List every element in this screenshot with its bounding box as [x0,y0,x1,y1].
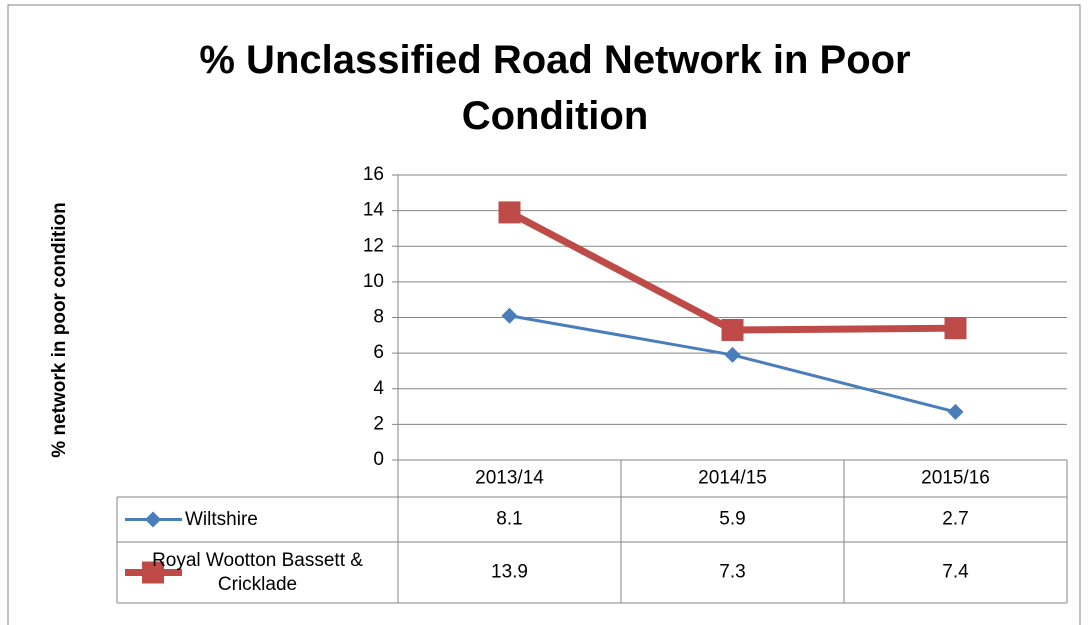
y-tick-label: 0 [373,449,384,470]
marker [724,346,741,363]
data-label: 5.9 [719,509,745,530]
x-tick-label: 2014/15 [698,468,767,489]
data-label: 2.7 [942,509,968,530]
y-tick-label: 14 [363,200,385,221]
data-label: 7.3 [719,562,745,583]
marker [498,201,521,224]
marker [501,307,518,324]
chart-border [7,4,1081,625]
marker [947,403,964,420]
legend-label: Wiltshire [185,508,258,530]
y-tick-label: 4 [373,378,384,399]
data-label: 13.9 [491,562,528,583]
legend-label: Royal Wootton Bassett & Cricklade [152,549,363,595]
chart-title: % Unclassified Road Network in Poor Cond… [199,38,911,138]
marker [142,561,164,584]
y-tick-label: 8 [373,307,384,328]
series-line [507,209,956,334]
y-tick-label: 12 [363,235,384,256]
x-tick-label: 2013/14 [475,468,544,489]
y-tick-label: 2 [373,413,384,434]
marker [145,511,161,528]
y-tick-label: 10 [363,271,384,292]
y-axis-label: % network in poor condition [49,202,70,457]
marker [721,318,744,341]
x-tick-label: 2015/16 [921,468,990,489]
marker [944,317,967,340]
data-label: 8.1 [496,509,522,530]
y-tick-label: 16 [363,164,384,185]
data-label: 7.4 [942,562,969,583]
y-tick-label: 6 [373,342,384,363]
